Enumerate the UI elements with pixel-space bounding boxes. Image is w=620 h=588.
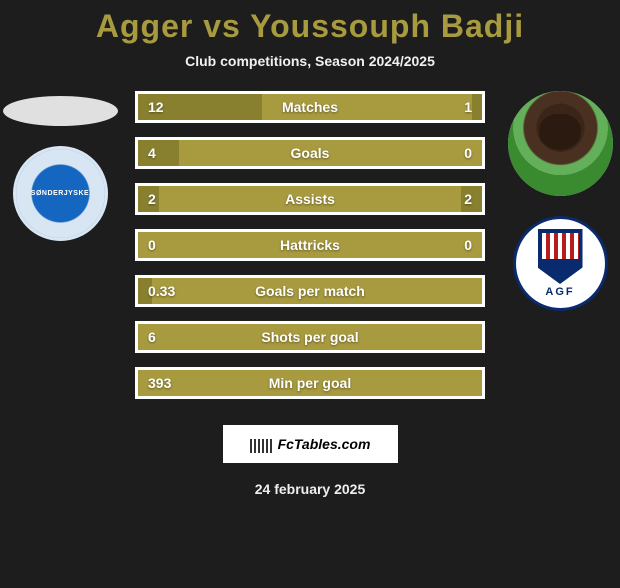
player-photo-icon bbox=[508, 91, 613, 196]
right-player-column: AGF bbox=[500, 91, 620, 311]
bars-icon bbox=[250, 435, 272, 453]
stat-bar: 393Min per goal bbox=[135, 367, 485, 399]
stat-label: Goals bbox=[138, 145, 482, 161]
stat-label: Matches bbox=[138, 99, 482, 115]
brand-name: FcTables.com bbox=[278, 436, 371, 452]
comparison-panel: AGF 121Matches 40Goals 22Assists 00Hattrick… bbox=[0, 91, 620, 399]
stat-label: Hattricks bbox=[138, 237, 482, 253]
stat-bar: 6Shots per goal bbox=[135, 321, 485, 353]
stat-bar: 40Goals bbox=[135, 137, 485, 169]
club-logo-left bbox=[13, 146, 108, 241]
left-player-column bbox=[0, 91, 120, 241]
stat-bar-list: 121Matches 40Goals 22Assists 00Hattricks 0.3… bbox=[135, 91, 485, 399]
stat-bar: 00Hattricks bbox=[135, 229, 485, 261]
stat-label: Assists bbox=[138, 191, 482, 207]
player-avatar-left bbox=[3, 96, 118, 126]
stat-label: Shots per goal bbox=[138, 329, 482, 345]
player-avatar-right bbox=[508, 91, 613, 196]
stat-label: Min per goal bbox=[138, 375, 482, 391]
club-logo-right: AGF bbox=[513, 216, 608, 311]
stat-label: Goals per match bbox=[138, 283, 482, 299]
page-subtitle: Club competitions, Season 2024/2025 bbox=[0, 53, 620, 69]
club-code-right: AGF bbox=[545, 286, 574, 298]
stat-bar: 121Matches bbox=[135, 91, 485, 123]
comparison-date: 24 february 2025 bbox=[0, 481, 620, 497]
stat-bar: 0.33Goals per match bbox=[135, 275, 485, 307]
page-title: Agger vs Youssouph Badji bbox=[0, 8, 620, 45]
brand-badge[interactable]: FcTables.com bbox=[223, 425, 398, 463]
shield-icon bbox=[538, 229, 583, 284]
stat-bar: 22Assists bbox=[135, 183, 485, 215]
